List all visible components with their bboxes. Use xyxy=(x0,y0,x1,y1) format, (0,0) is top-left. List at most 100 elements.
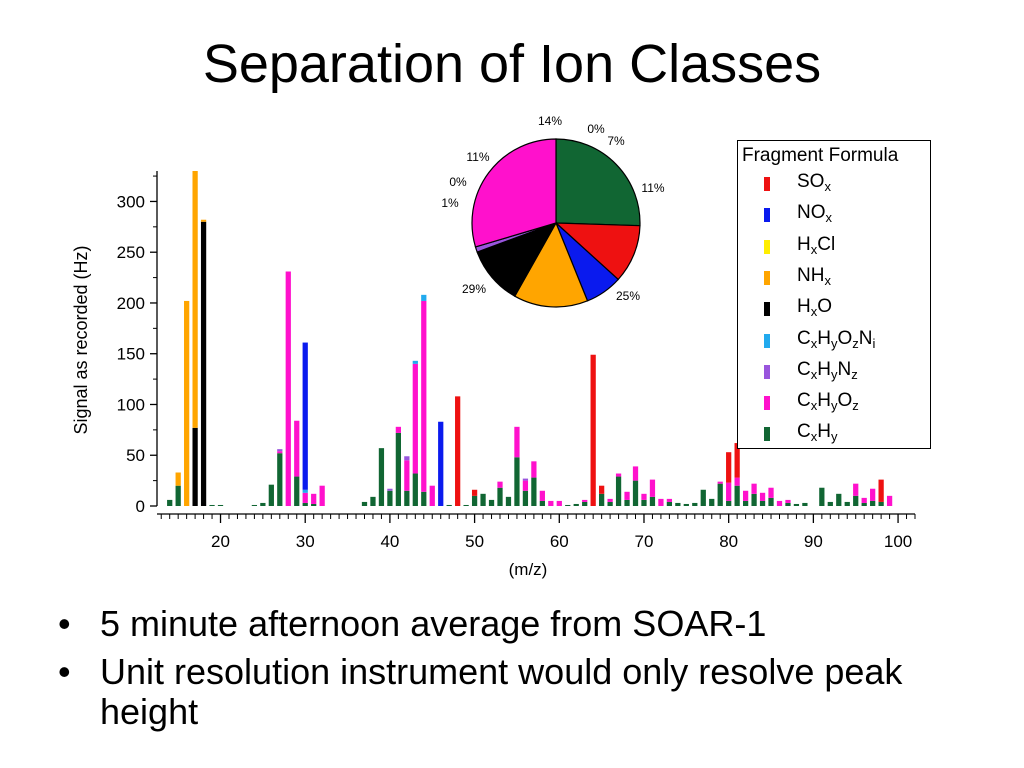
y-tick-label: 50 xyxy=(126,446,145,465)
legend-label: HxCl xyxy=(797,233,836,257)
bar-segment-mz94-cxhy xyxy=(844,501,850,506)
y-tick-label: 200 xyxy=(117,294,145,313)
bar-segment-mz57-cxhy xyxy=(531,477,537,506)
bar-segment-mz84-cxhyoz xyxy=(759,492,766,501)
bar-segment-mz95-cxhyoz xyxy=(853,483,859,496)
bar-segment-mz43-cxhy xyxy=(412,473,418,506)
bar-segment-mz44-cxhy xyxy=(421,491,427,506)
bar-segment-mz66-cxhy xyxy=(607,501,613,506)
legend-item-cxhyoz: CxHyOz xyxy=(738,388,928,419)
bar-segment-mz37-cxhy xyxy=(361,501,368,506)
legend-label: CxHy xyxy=(797,421,838,445)
bar-segment-mz46-nox xyxy=(438,421,444,506)
y-tick-label: 150 xyxy=(117,345,145,364)
pie-slice-cxhy xyxy=(555,138,641,227)
x-tick-label: 50 xyxy=(465,532,484,551)
legend-swatch xyxy=(764,364,770,379)
legend-swatch xyxy=(764,302,770,317)
x-tick-label: 30 xyxy=(296,532,315,551)
bar-segment-mz87-cxhyoz xyxy=(785,499,791,503)
bar-segment-mz80-cxhyoz xyxy=(726,482,732,501)
bar-segment-mz18-nhx xyxy=(200,219,207,222)
legend-item-cxhynz: CxHyNz xyxy=(738,357,928,388)
bar-segment-mz97-cxhyoz xyxy=(870,488,876,501)
x-axis-label: (m/z) xyxy=(509,560,548,579)
pie-slice-nhx xyxy=(513,221,589,308)
bar-segment-mz67-cxhyoz xyxy=(615,473,622,477)
legend-label: SOx xyxy=(797,171,831,194)
bar-segment-mz56-cxhy xyxy=(522,490,529,506)
bar-segment-mz44-cxhyozni xyxy=(421,294,427,301)
bar-segment-mz78-cxhy xyxy=(709,498,715,506)
bar-segment-mz44-cxhyoz xyxy=(421,300,427,492)
bar-segment-mz84-cxhy xyxy=(759,500,766,506)
x-tick-label: 80 xyxy=(719,532,738,551)
y-tick-label: 100 xyxy=(117,395,145,414)
bar-segment-mz58-cxhyoz xyxy=(539,490,545,501)
bar-segment-mz27-cxhynz xyxy=(277,449,283,452)
bar-segment-mz81-cxhy xyxy=(734,485,740,506)
legend-item-sox: SOx xyxy=(738,169,928,200)
pie-chart: 25%11%7%0%14%11%0%1%29% xyxy=(441,114,665,308)
bar-segment-mz31-cxhy xyxy=(311,503,317,506)
bar-segment-mz54-cxhy xyxy=(505,496,512,506)
bar-segment-mz98-sox xyxy=(878,479,884,502)
legend-swatch xyxy=(764,208,770,223)
bar-segment-mz42-cxhynz xyxy=(404,456,410,461)
pie-label-cxhyoz: 29% xyxy=(462,282,486,296)
bar-segment-mz14-cxhy xyxy=(167,499,173,506)
bar-segment-mz53-cxhyoz xyxy=(497,481,503,488)
bar-segment-mz30-cxhyozni xyxy=(302,489,308,493)
bar-segment-mz65-sox xyxy=(599,485,605,494)
legend-item-nox: NOx xyxy=(738,200,928,231)
x-tick-label: 90 xyxy=(804,532,823,551)
bar-segment-mz58-cxhy xyxy=(539,500,545,506)
legend-label: CxHyOzNi xyxy=(797,327,876,351)
bar-segment-mz40-cxhynz xyxy=(387,488,393,491)
y-tick-label: 0 xyxy=(136,497,145,516)
legend-label: NOx xyxy=(797,202,832,226)
bar-segment-mz73-cxhy xyxy=(666,501,673,506)
bar-segment-mz17-hxo xyxy=(192,427,198,506)
bar-segment-mz86-cxhyoz xyxy=(776,500,783,506)
bar-segment-mz15-nhx xyxy=(175,472,181,486)
bar-segment-mz56-cxhyoz xyxy=(522,480,529,491)
pie-label-hxcl: 0% xyxy=(587,122,605,136)
slide-title: Separation of Ion Classes xyxy=(202,34,822,94)
bullet-symbol: • xyxy=(58,603,71,644)
bar-segment-mz63-cxhyoz xyxy=(582,499,588,502)
bar-segment-mz17-nhx xyxy=(192,171,198,428)
legend-item-nhx: NHx xyxy=(738,263,928,294)
bar-segment-mz57-cxhyoz xyxy=(531,461,537,478)
bar-segment-mz71-cxhyoz xyxy=(649,479,656,497)
bar-segment-mz56-cxhynz xyxy=(522,478,529,481)
bar-segment-mz50-cxhy xyxy=(471,495,478,506)
bar-segment-mz31-cxhyoz xyxy=(311,493,317,504)
bar-segment-mz66-cxhyoz xyxy=(607,498,613,502)
bar-segment-mz59-cxhyoz xyxy=(548,500,554,506)
bar-segment-mz19-cxhy xyxy=(209,504,215,506)
bar-segment-mz65-cxhy xyxy=(599,493,605,506)
pie-slice-cxhyoz xyxy=(471,138,557,248)
legend-swatch xyxy=(764,177,770,191)
bar-segment-mz63-cxhy xyxy=(582,501,588,506)
bullet-text: Unit resolution instrument would only re… xyxy=(100,651,903,732)
bar-segment-mz41-cxhy xyxy=(395,432,401,506)
bar-segment-mz55-cxhy xyxy=(514,457,520,506)
legend-swatch xyxy=(764,333,770,348)
bar-segment-mz30-cxhy xyxy=(302,502,308,506)
bar-segment-mz79-cxhyoz xyxy=(717,481,723,484)
bar-segment-mz72-cxhyoz xyxy=(658,498,664,506)
legend-item-hxcl: HxCl xyxy=(738,232,928,263)
bar-segment-mz28-cxhyoz xyxy=(285,271,291,506)
legend-item-cxhy: CxHy xyxy=(738,419,928,450)
bar-segment-mz98-cxhy xyxy=(878,501,884,506)
bar-segment-mz42-cxhy xyxy=(404,490,410,506)
bar-segment-mz62-cxhy xyxy=(573,503,579,506)
legend-swatch xyxy=(764,270,770,285)
bar-segment-mz43-cxhyozni xyxy=(412,360,418,364)
bar-segment-mz71-cxhy xyxy=(649,496,656,506)
x-tick-label: 20 xyxy=(211,532,230,551)
legend-label: CxHyNz xyxy=(797,358,858,382)
bar-segment-mz77-cxhy xyxy=(700,489,706,506)
